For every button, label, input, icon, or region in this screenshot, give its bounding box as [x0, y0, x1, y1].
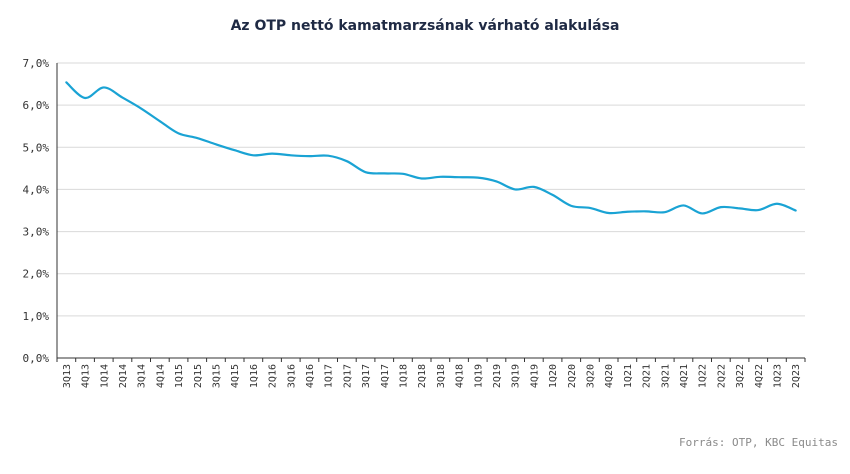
y-tick-label: 3,0% — [23, 226, 50, 239]
x-tick-label: 2Q19 — [492, 364, 503, 388]
x-tick-label: 2Q21 — [642, 364, 653, 388]
x-tick-label: 2Q18 — [417, 364, 428, 388]
y-axis-ticks: 0,0% 1,0% 2,0% 3,0% 4,0% 5,0% 6,0% 7,0% — [23, 57, 50, 365]
x-tick-label: 1Q20 — [548, 364, 559, 388]
x-tick-label: 1Q22 — [698, 364, 709, 388]
x-tick-label: 4Q16 — [305, 364, 316, 388]
x-tick-label: 4Q20 — [604, 364, 615, 388]
x-tick-label: 4Q14 — [155, 364, 166, 388]
x-tick-label: 4Q13 — [81, 364, 92, 388]
x-tick-label: 4Q15 — [230, 364, 241, 388]
x-tick-label: 4Q17 — [380, 364, 391, 388]
x-tick-label: 4Q21 — [679, 364, 690, 388]
y-tick-label: 7,0% — [23, 57, 50, 70]
x-tick-label: 1Q19 — [473, 364, 484, 388]
x-tick-label: 2Q20 — [567, 364, 578, 388]
x-tick-label: 3Q14 — [137, 364, 148, 388]
x-tick-label: 3Q17 — [361, 364, 372, 388]
x-tick-label: 3Q16 — [286, 364, 297, 388]
x-tick-label: 4Q18 — [455, 364, 466, 388]
x-tick-label: 2Q23 — [791, 364, 802, 388]
source-note: Forrás: OTP, KBC Equitas — [679, 436, 838, 449]
x-tick-label: 3Q15 — [211, 364, 222, 388]
x-tick-label: 2Q16 — [268, 364, 279, 388]
x-tick-label: 3Q22 — [735, 364, 746, 388]
x-tick-label: 1Q15 — [174, 364, 185, 388]
x-tick-label: 1Q16 — [249, 364, 260, 388]
y-tick-label: 0,0% — [23, 352, 50, 365]
x-tick-label: 2Q22 — [716, 364, 727, 388]
chart-title: Az OTP nettó kamatmarzsának várható alak… — [230, 18, 620, 34]
y-tick-label: 4,0% — [23, 183, 50, 196]
x-axis-ticks: 3Q13 4Q13 1Q14 2Q14 3Q14 4Q14 1Q15 2Q15 3Q15 4Q15… — [62, 364, 802, 388]
x-tick-label: 1Q18 — [398, 364, 409, 388]
x-tick-label: 1Q14 — [99, 364, 110, 388]
series-layer — [65, 81, 797, 215]
gridlines — [57, 62, 805, 317]
x-tick-label: 3Q21 — [660, 364, 671, 388]
x-tick-label: 4Q19 — [529, 364, 540, 388]
y-tick-label: 2,0% — [23, 268, 50, 281]
x-tick-label: 2Q17 — [342, 364, 353, 388]
x-tick-label: 2Q15 — [193, 364, 204, 388]
series-line — [65, 81, 797, 215]
x-tick-label: 3Q19 — [511, 364, 522, 388]
x-tick-label: 3Q13 — [62, 364, 73, 388]
axes — [56, 63, 806, 362]
x-tick-label: 1Q21 — [623, 364, 634, 388]
x-tick-label: 1Q17 — [324, 364, 335, 388]
y-tick-label: 6,0% — [23, 99, 50, 112]
x-tick-label: 3Q18 — [436, 364, 447, 388]
x-tick-label: 2Q14 — [118, 364, 129, 388]
x-tick-label: 3Q20 — [585, 364, 596, 388]
y-tick-label: 1,0% — [23, 310, 50, 323]
y-tick-label: 5,0% — [23, 141, 50, 154]
x-tick-label: 1Q23 — [772, 364, 783, 388]
x-tick-label: 4Q22 — [754, 364, 765, 388]
